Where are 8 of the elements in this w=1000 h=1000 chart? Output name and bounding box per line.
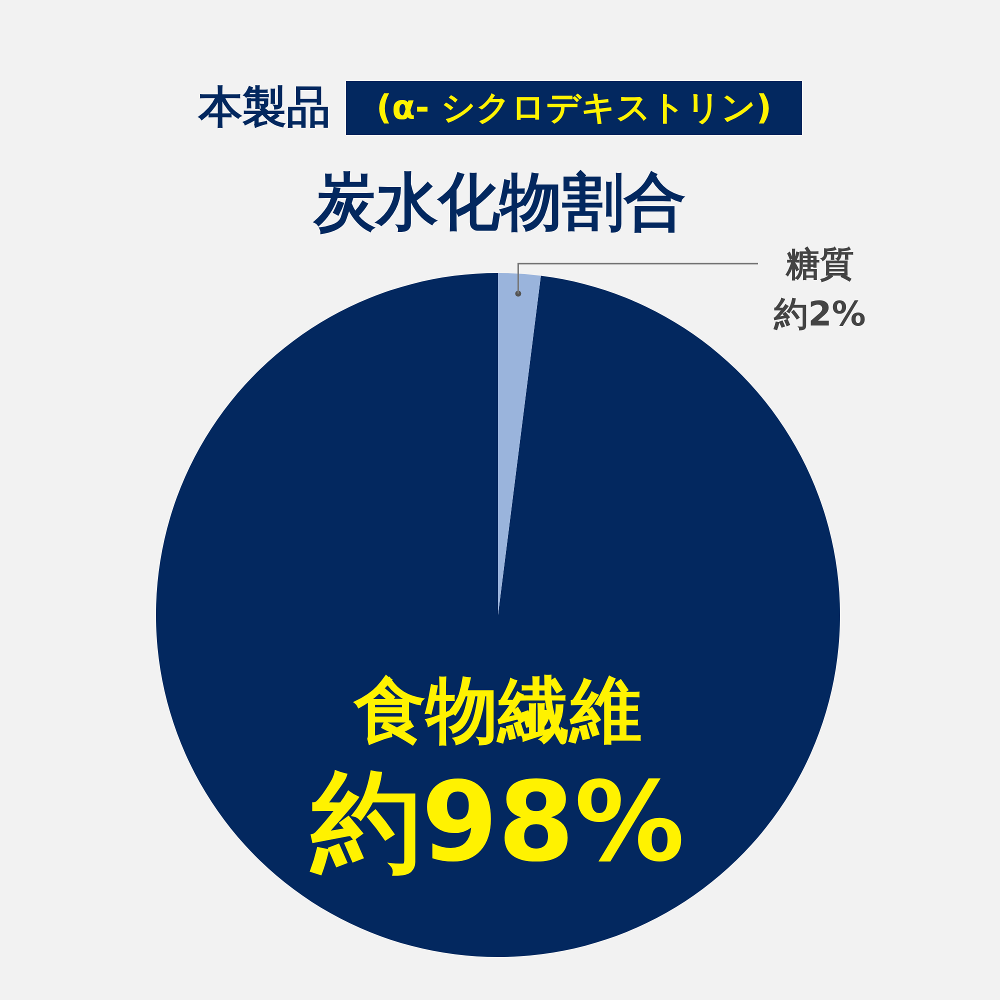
slice-label: 糖質	[785, 244, 854, 285]
chart-title: 炭水化物割合	[312, 164, 687, 240]
data-label: 約98%	[309, 758, 685, 886]
chart-subtitle: 本製品	[198, 81, 330, 135]
data-label: 約2%	[773, 294, 866, 335]
text: (α- シクロデキストリン)	[346, 80, 802, 134]
pie-slice	[498, 273, 541, 615]
slice-label: 食物繊維	[353, 668, 642, 752]
